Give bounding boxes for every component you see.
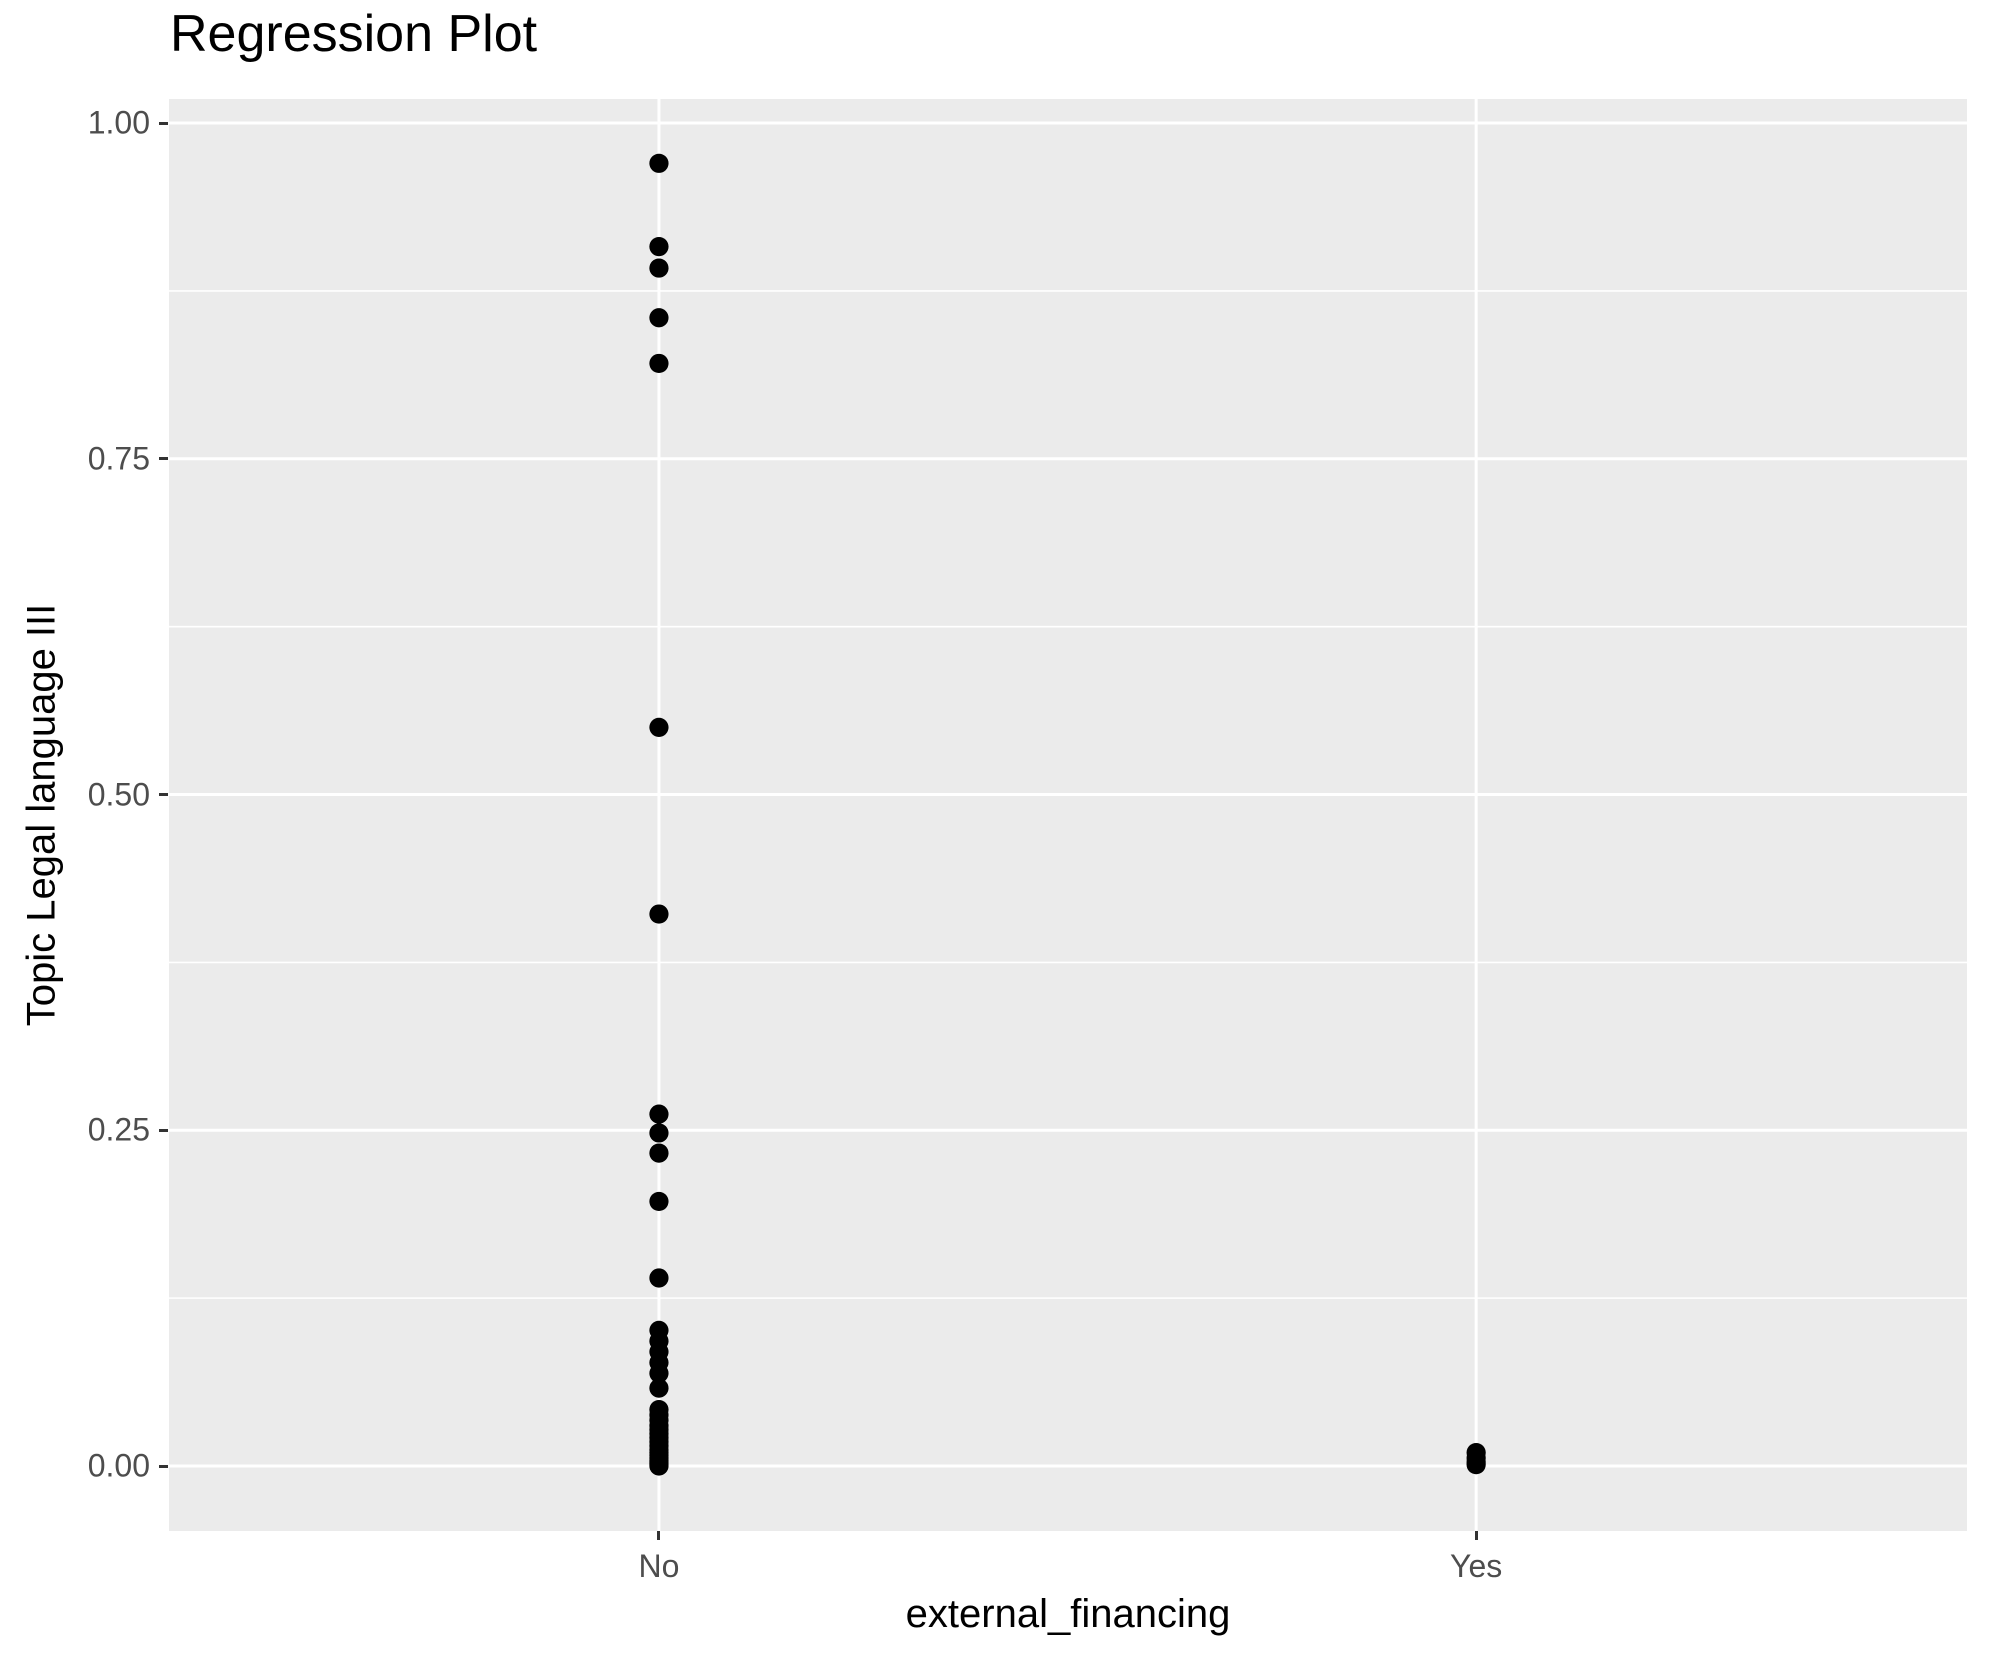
- y-tick-mark: [159, 793, 168, 797]
- y-tick-mark: [159, 1128, 168, 1132]
- data-point: [649, 1143, 669, 1163]
- plot-panel: [169, 99, 1967, 1531]
- y-tick-mark: [159, 1464, 168, 1468]
- data-point: [649, 153, 669, 173]
- data-point: [1466, 1455, 1486, 1475]
- y-tick-label: 0.25: [87, 1111, 150, 1148]
- data-point: [649, 717, 669, 737]
- y-tick-label: 1.00: [87, 104, 150, 141]
- data-point: [649, 1456, 669, 1476]
- data-point: [649, 353, 669, 374]
- data-point: [649, 236, 669, 257]
- y-tick-label: 0.00: [87, 1447, 150, 1484]
- y-tick-mark: [159, 457, 168, 461]
- scatter-plot-canvas: [169, 99, 1967, 1531]
- data-point: [649, 1104, 669, 1124]
- x-tick-mark: [1474, 1531, 1478, 1540]
- data-point: [649, 1378, 669, 1398]
- y-tick-label: 0.75: [87, 440, 150, 477]
- plot-title: Regression Plot: [170, 5, 538, 63]
- x-tick-label: Yes: [1450, 1548, 1503, 1584]
- x-axis-title: external_financing: [905, 1592, 1231, 1636]
- data-point: [649, 1123, 669, 1143]
- data-point: [649, 258, 669, 278]
- data-point: [649, 1363, 669, 1383]
- x-tick-label: No: [638, 1548, 680, 1584]
- data-point: [649, 1268, 669, 1288]
- x-tick-mark: [657, 1531, 661, 1540]
- y-tick-mark: [159, 121, 168, 125]
- data-point: [649, 1191, 669, 1212]
- data-point: [649, 308, 669, 328]
- data-point: [649, 904, 669, 924]
- y-axis-title: Topic Legal language III: [19, 603, 64, 1027]
